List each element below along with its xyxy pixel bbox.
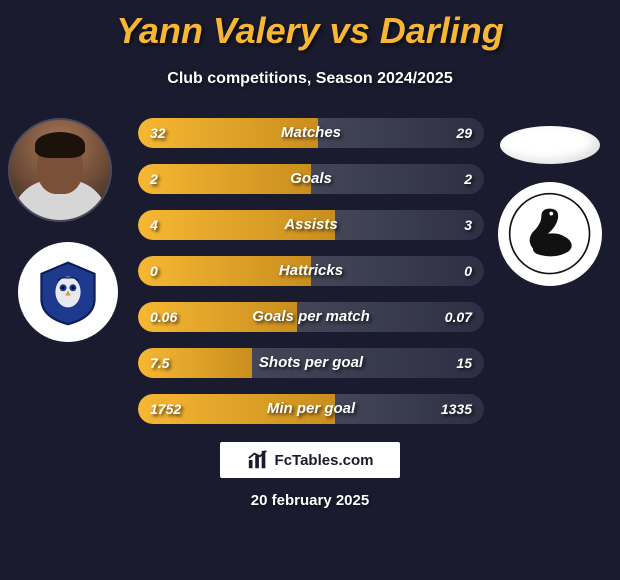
comparison-subtitle: Club competitions, Season 2024/2025 (0, 70, 620, 88)
stat-row: 00Hattricks (138, 256, 484, 286)
owl-crest-icon (33, 257, 103, 327)
stat-row: 17521335Min per goal (138, 394, 484, 424)
stat-label: Min per goal (138, 394, 484, 424)
stat-label: Matches (138, 118, 484, 148)
stat-label: Goals (138, 164, 484, 194)
stat-row: 43Assists (138, 210, 484, 240)
right-player-column (490, 126, 610, 286)
stat-row: 7.515Shots per goal (138, 348, 484, 378)
stat-row: 0.060.07Goals per match (138, 302, 484, 332)
brand-badge: FcTables.com (220, 442, 400, 478)
stat-label: Shots per goal (138, 348, 484, 378)
stat-row: 22Goals (138, 164, 484, 194)
club-crest-left (18, 242, 118, 342)
brand-text: FcTables.com (275, 452, 374, 469)
chart-icon (247, 449, 269, 471)
stat-label: Hattricks (138, 256, 484, 286)
player-avatar-left (8, 118, 112, 222)
stat-bars: 3229Matches 22Goals 43Assists 00Hattricks 0.… (138, 118, 484, 424)
comparison-date: 20 february 2025 (0, 492, 620, 509)
main-area: 3229Matches 22Goals 43Assists 00Hattricks 0.… (0, 118, 620, 424)
swan-crest-icon (508, 192, 591, 275)
avatar-placeholder-right (500, 126, 600, 164)
left-player-column (8, 118, 128, 342)
stat-label: Goals per match (138, 302, 484, 332)
club-crest-right (498, 182, 602, 286)
comparison-title: Yann Valery vs Darling (0, 0, 620, 52)
stat-row: 3229Matches (138, 118, 484, 148)
stat-label: Assists (138, 210, 484, 240)
